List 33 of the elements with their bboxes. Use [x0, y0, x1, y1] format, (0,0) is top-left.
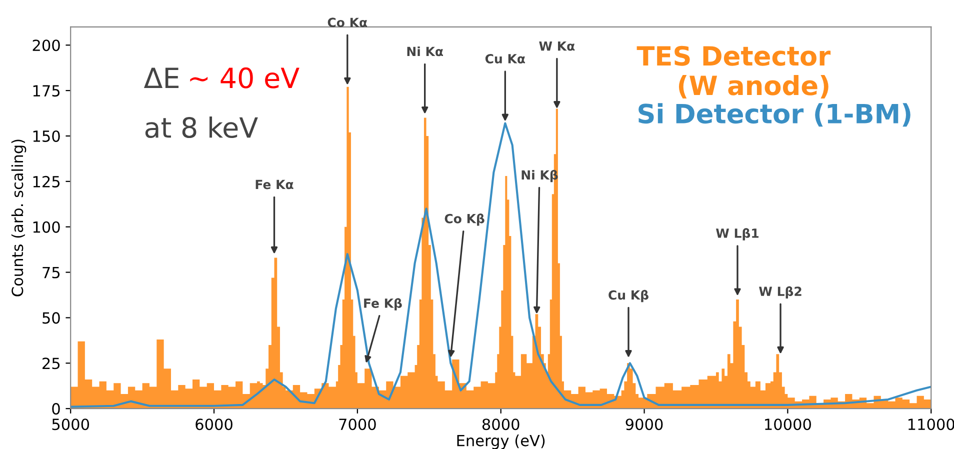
x-axis-title: Energy (eV) — [457, 434, 545, 449]
annotation: Fe Kβ — [364, 298, 402, 310]
y-tick-label: 75 — [42, 266, 60, 278]
x-tick-label: 11000 — [908, 418, 954, 430]
annotation: at 8 keV — [145, 116, 258, 138]
x-tick-label: 7000 — [339, 418, 376, 430]
annotation: Fe Kα — [256, 180, 294, 190]
x-tick-label: 8000 — [482, 418, 520, 430]
annotation: Cu Kα — [485, 54, 525, 64]
x-tick-label: 9000 — [626, 418, 663, 430]
annotation: ΔE — [144, 68, 179, 88]
text: Si Detector (1-BM) — [638, 103, 910, 127]
annotation: W Lβ2 — [759, 286, 802, 299]
x-tick-label: 5000 — [52, 418, 90, 430]
annotation: Co Kβ — [444, 213, 484, 226]
y-tick-label: 0 — [52, 403, 60, 415]
annotation: Cu Kβ — [608, 290, 648, 302]
annotation: W Kα — [539, 41, 575, 51]
y-tick-label: 150 — [33, 130, 60, 142]
annotation: Ni Kα — [407, 46, 443, 56]
y-tick-label: 50 — [42, 312, 60, 324]
y-tick-label: 100 — [33, 221, 60, 233]
y-tick-label: 175 — [33, 85, 60, 97]
y-tick-label: 25 — [42, 358, 60, 370]
x-tick-label: 6000 — [196, 418, 232, 430]
text: TES Detector (W anode) — [636, 46, 831, 98]
annotation: ~ 40 eV — [190, 67, 300, 88]
annotation: W Lβ1 — [716, 228, 759, 240]
annotation: Co Kα — [328, 18, 368, 28]
y-tick-label: 125 — [33, 176, 60, 188]
y-tick-label: 200 — [32, 40, 60, 52]
x-tick-label: 10000 — [765, 418, 811, 430]
y-axis-title: Counts (arb. scaling) — [11, 140, 26, 296]
